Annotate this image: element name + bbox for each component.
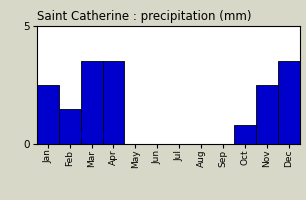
Bar — [256, 85, 278, 144]
Bar — [59, 109, 80, 144]
Bar — [278, 61, 300, 144]
Bar — [37, 85, 59, 144]
Bar — [103, 61, 125, 144]
Text: www.allmetsat.com: www.allmetsat.com — [39, 131, 114, 140]
Text: Saint Catherine : precipitation (mm): Saint Catherine : precipitation (mm) — [37, 10, 251, 23]
Bar — [80, 61, 103, 144]
Bar — [234, 125, 256, 144]
